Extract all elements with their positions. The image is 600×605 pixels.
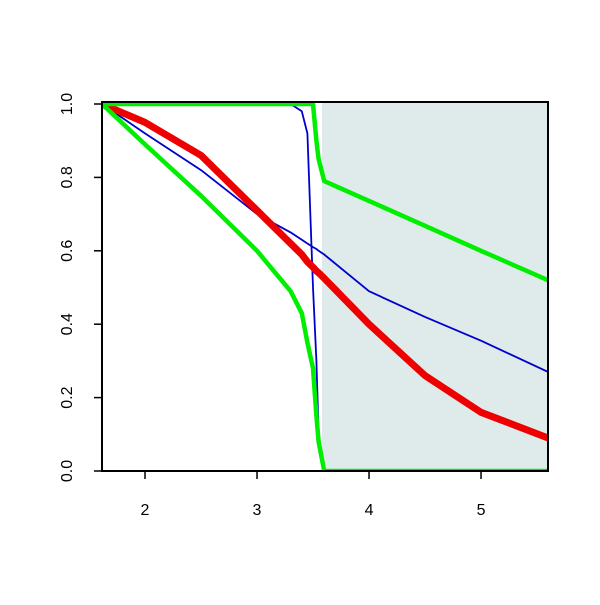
y-tick-label: 0.0 (59, 460, 76, 482)
plot-frame (101, 101, 549, 472)
plot-area (102, 102, 548, 471)
x-tick-label: 5 (477, 502, 486, 519)
line (102, 102, 548, 471)
y-tick-label: 0.6 (59, 240, 76, 262)
line (102, 103, 548, 373)
shaded-region (321, 102, 548, 471)
line (102, 102, 548, 442)
line (102, 102, 548, 283)
y-tick-label: 0.8 (59, 166, 76, 188)
y-tick-label: 0.2 (59, 386, 76, 408)
y-tick-label: 1.0 (59, 93, 76, 115)
x-tick-label: 2 (141, 502, 150, 519)
x-tick-label: 4 (365, 502, 374, 519)
y-tick-label: 0.4 (59, 313, 76, 335)
x-tick-label: 3 (253, 502, 262, 519)
